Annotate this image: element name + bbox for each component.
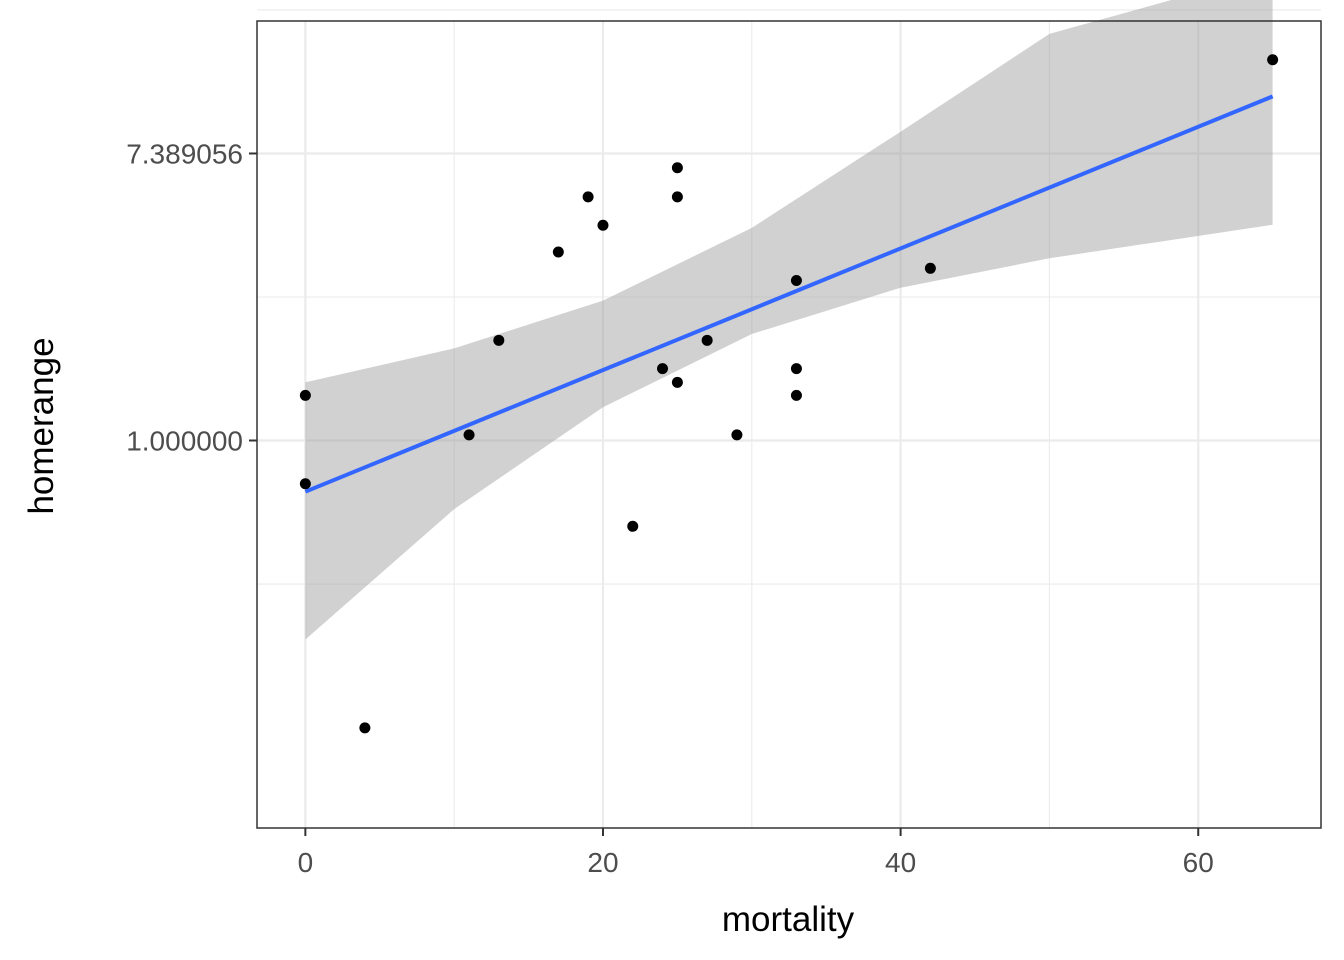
data-point	[493, 334, 505, 346]
data-point	[671, 376, 683, 388]
data-point	[731, 429, 743, 441]
data-point	[359, 722, 371, 734]
y-tick-label: 1.000000	[126, 426, 243, 457]
data-point	[299, 478, 311, 490]
data-point	[552, 246, 564, 258]
confidence-ribbon	[305, 0, 1273, 640]
data-point	[299, 389, 311, 401]
data-point	[627, 520, 639, 532]
data-point	[463, 429, 475, 441]
data-point	[790, 274, 802, 286]
data-point	[790, 363, 802, 375]
data-point	[701, 334, 713, 346]
data-point	[657, 363, 669, 375]
data-point	[924, 262, 936, 274]
x-tick-label: 40	[885, 847, 916, 878]
regression-line	[304, 94, 1274, 494]
x-tick-label: 20	[587, 847, 618, 878]
data-point	[671, 162, 683, 174]
x-axis-title: mortality	[722, 900, 855, 939]
x-tick-label: 0	[298, 847, 314, 878]
y-axis-title: homerange	[22, 337, 61, 514]
x-axis: 0 20 40 60	[298, 828, 1214, 878]
data-point	[790, 389, 802, 401]
data-point	[597, 219, 609, 231]
minor-gridlines	[257, 9, 1321, 828]
data-points	[299, 54, 1279, 734]
y-tick-label: 7.389056	[126, 138, 243, 169]
y-axis: 1.000000 7.389056	[126, 138, 257, 457]
data-point	[671, 191, 683, 203]
data-point	[1267, 54, 1279, 66]
data-point	[582, 191, 594, 203]
panel-border	[256, 20, 1322, 829]
x-tick-label: 60	[1183, 847, 1214, 878]
